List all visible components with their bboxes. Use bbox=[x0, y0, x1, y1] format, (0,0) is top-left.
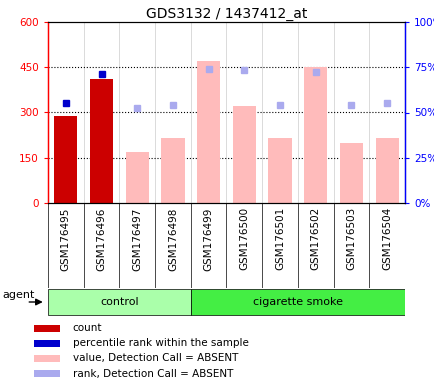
Text: agent: agent bbox=[3, 290, 35, 300]
Text: count: count bbox=[72, 323, 102, 333]
Bar bbox=[303, 67, 327, 203]
Text: GSM176501: GSM176501 bbox=[274, 207, 284, 270]
Bar bbox=[375, 138, 398, 203]
Bar bbox=[34, 355, 60, 362]
Bar bbox=[197, 61, 220, 203]
Text: control: control bbox=[100, 297, 138, 307]
Text: GSM176495: GSM176495 bbox=[61, 207, 71, 271]
Bar bbox=[34, 325, 60, 332]
Bar bbox=[232, 106, 255, 203]
Bar bbox=[48, 288, 191, 315]
Text: GSM176502: GSM176502 bbox=[310, 207, 320, 270]
Text: percentile rank within the sample: percentile rank within the sample bbox=[72, 338, 248, 348]
Title: GDS3132 / 1437412_at: GDS3132 / 1437412_at bbox=[145, 7, 306, 21]
Bar bbox=[90, 79, 113, 203]
Text: value, Detection Call = ABSENT: value, Detection Call = ABSENT bbox=[72, 353, 237, 363]
Text: GSM176500: GSM176500 bbox=[239, 207, 249, 270]
Text: GSM176499: GSM176499 bbox=[203, 207, 213, 271]
Bar bbox=[125, 152, 148, 203]
Text: GSM176497: GSM176497 bbox=[132, 207, 142, 271]
Text: GSM176504: GSM176504 bbox=[381, 207, 391, 270]
Text: GSM176503: GSM176503 bbox=[345, 207, 355, 270]
Text: GSM176498: GSM176498 bbox=[168, 207, 178, 271]
Bar bbox=[161, 138, 184, 203]
Bar bbox=[339, 143, 362, 203]
Text: rank, Detection Call = ABSENT: rank, Detection Call = ABSENT bbox=[72, 369, 233, 379]
Bar bbox=[54, 116, 77, 203]
Bar bbox=[34, 340, 60, 347]
Bar bbox=[268, 138, 291, 203]
Bar bbox=[191, 288, 404, 315]
Text: cigarette smoke: cigarette smoke bbox=[252, 297, 342, 307]
Bar bbox=[34, 371, 60, 377]
Text: GSM176496: GSM176496 bbox=[96, 207, 106, 271]
